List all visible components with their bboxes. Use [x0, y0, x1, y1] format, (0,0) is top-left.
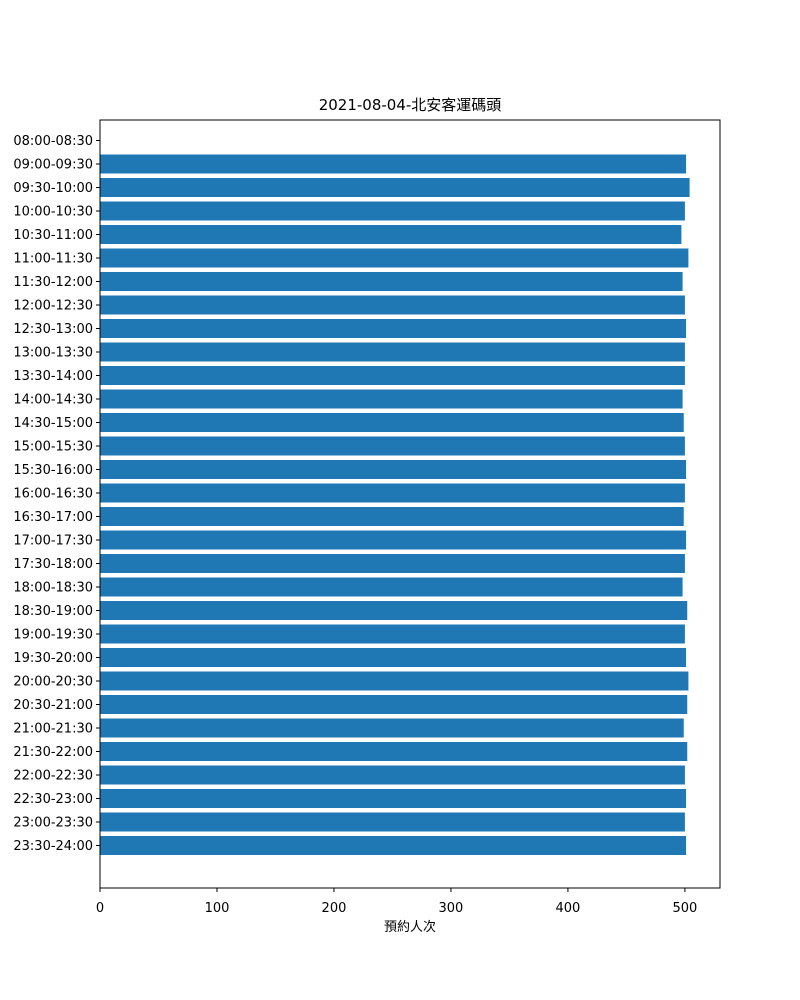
plot-frame [99, 119, 721, 889]
y-tick-label: 21:30-22:00 [13, 745, 93, 760]
y-tick-label: 09:00-09:30 [13, 158, 93, 173]
bar [100, 624, 685, 644]
bar [100, 295, 685, 315]
y-tick-label: 15:30-16:00 [13, 463, 93, 478]
y-tick-label: 10:30-11:00 [13, 228, 93, 243]
bar [100, 554, 685, 573]
y-tick-label: 17:00-17:30 [13, 534, 93, 549]
y-tick-label: 17:30-18:00 [13, 557, 93, 572]
y-tick-label: 21:00-21:30 [13, 722, 93, 737]
y-tick-label: 13:00-13:30 [13, 346, 93, 361]
bar [100, 718, 684, 738]
chart-title: 2021-08-04-北安客運碼頭 [319, 96, 502, 114]
bar [100, 225, 682, 244]
y-tick-label: 23:30-24:00 [13, 839, 93, 854]
y-tick-label: 16:00-16:30 [13, 487, 93, 502]
y-tick-label: 15:00-15:30 [13, 440, 93, 455]
y-tick-label: 18:00-18:30 [13, 581, 93, 596]
bars-group [100, 154, 690, 855]
x-axis-ticks: 0 100 200 300 400 500 [96, 888, 697, 916]
bar [100, 178, 690, 197]
y-tick-label: 10:00-10:30 [13, 205, 93, 220]
y-tick-label: 09:30-10:00 [13, 181, 93, 196]
bar [100, 836, 687, 855]
bar [100, 671, 689, 691]
y-tick-label: 13:30-14:00 [13, 369, 93, 384]
bar [100, 460, 687, 479]
y-tick-label: 14:30-15:00 [13, 416, 93, 431]
y-tick-label: 08:00-08:30 [13, 134, 93, 149]
x-tick-label: 500 [672, 901, 697, 916]
x-tick-label: 300 [439, 901, 464, 916]
bar [100, 319, 687, 338]
y-tick-label: 14:00-14:30 [13, 393, 93, 408]
bar [100, 154, 687, 174]
y-tick-label: 23:00-23:30 [13, 816, 93, 831]
bar [100, 530, 687, 550]
y-axis-ticks: 08:00-08:30 09:00-09:30 09:30-10:00 10:00-1… [13, 134, 100, 854]
bar [100, 812, 685, 832]
x-axis-label: 預約人次 [384, 919, 436, 935]
bar [100, 695, 688, 714]
y-tick-label: 16:30-17:00 [13, 510, 93, 525]
bar [100, 742, 688, 761]
bar [100, 577, 683, 597]
bar [100, 366, 685, 385]
y-tick-label: 11:30-12:00 [13, 275, 93, 290]
x-tick-label: 200 [322, 901, 347, 916]
bar [100, 601, 688, 620]
bar [100, 272, 683, 291]
y-tick-label: 12:30-13:00 [13, 322, 93, 337]
y-tick-label: 22:00-22:30 [13, 769, 93, 784]
bar [100, 201, 685, 221]
bar [100, 436, 685, 456]
bar [100, 483, 685, 503]
y-tick-label: 18:30-19:00 [13, 604, 93, 619]
bar [100, 648, 687, 667]
y-tick-label: 20:00-20:30 [13, 675, 93, 690]
bar [100, 765, 685, 785]
bar [100, 342, 685, 362]
bar [100, 507, 684, 526]
y-tick-label: 19:00-19:30 [13, 628, 93, 643]
x-tick-label: 100 [205, 901, 230, 916]
bar [100, 389, 683, 409]
x-tick-label: 0 [96, 901, 104, 916]
bar [100, 248, 689, 268]
bar [100, 789, 687, 808]
y-tick-label: 22:30-23:00 [13, 792, 93, 807]
y-tick-label: 12:00-12:30 [13, 299, 93, 314]
y-tick-label: 11:00-11:30 [13, 252, 93, 267]
y-tick-label: 19:30-20:00 [13, 651, 93, 666]
bar [100, 413, 684, 432]
y-tick-label: 20:30-21:00 [13, 698, 93, 713]
x-tick-label: 400 [556, 901, 581, 916]
